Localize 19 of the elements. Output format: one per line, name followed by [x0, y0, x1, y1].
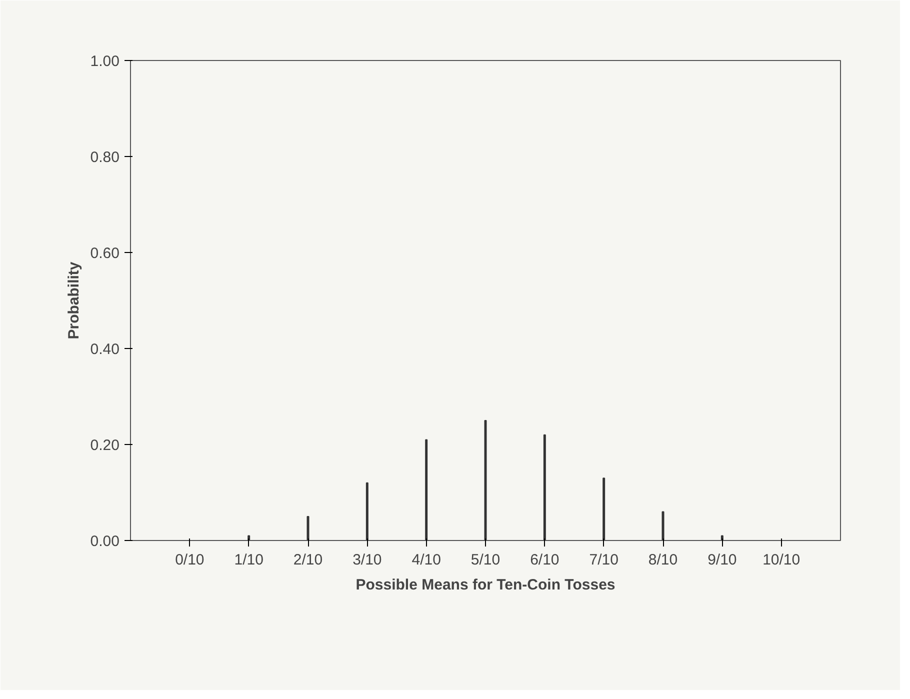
- x-tick-label: 9/10: [708, 552, 737, 568]
- x-tick-label: 5/10: [470, 552, 500, 568]
- x-axis-title: Possible Means for Ten-Coin Tosses: [356, 576, 616, 594]
- x-tick-label: 7/10: [589, 552, 618, 568]
- y-tick-label: 0.80: [90, 149, 120, 166]
- x-tick-label: 0/10: [175, 552, 204, 568]
- y-tick-label: 0.00: [90, 533, 120, 550]
- x-tick-label: 1/10: [234, 552, 264, 568]
- x-tick-label: 4/10: [412, 552, 441, 568]
- x-tick-label: 8/10: [648, 552, 678, 568]
- y-tick-label: 0.20: [90, 437, 120, 454]
- y-tick-label: 1.00: [90, 53, 120, 70]
- x-tick-label: 10/10: [762, 552, 800, 568]
- y-tick-label: 0.60: [90, 245, 120, 262]
- x-tick-label: 2/10: [293, 552, 323, 568]
- y-tick-label: 0.40: [90, 341, 120, 358]
- x-tick-label: 3/10: [352, 552, 382, 568]
- x-tick-label: 6/10: [530, 552, 560, 568]
- y-axis-title: Probability: [65, 261, 82, 340]
